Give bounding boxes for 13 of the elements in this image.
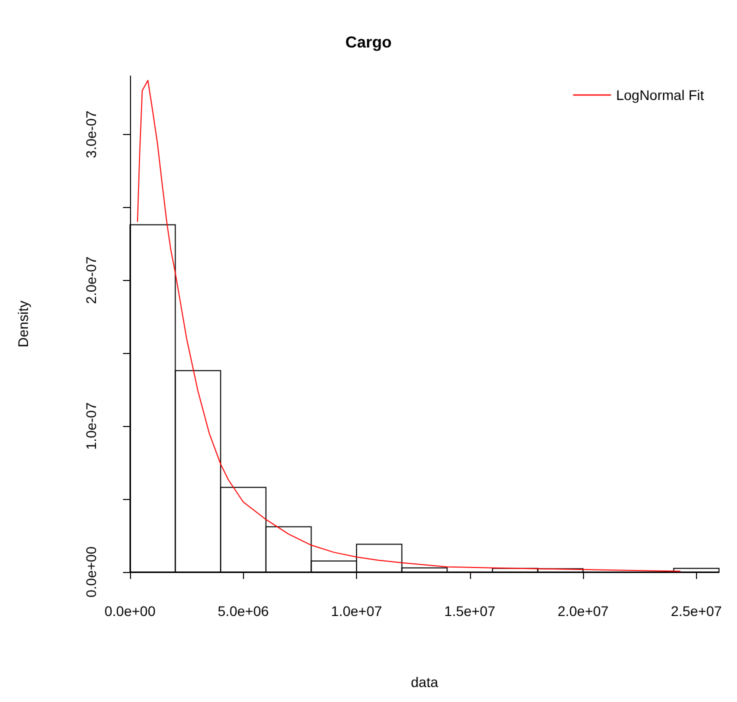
chart-title: Cargo — [345, 34, 392, 52]
y-axis-title: Density — [15, 300, 31, 348]
legend-label: LogNormal Fit — [616, 87, 704, 103]
x-tick-label: 2.5e+07 — [670, 603, 722, 619]
y-tick-label: 2.0e-07 — [83, 256, 99, 304]
x-tick-label: 5.0e+06 — [218, 603, 269, 619]
y-tick-label: 1.0e-07 — [83, 402, 99, 450]
x-tick-label: 2.0e+07 — [558, 603, 609, 619]
y-tick-label: 3.0e-07 — [83, 110, 99, 158]
x-tick-label: 1.5e+07 — [444, 603, 496, 619]
x-tick-label: 1.0e+07 — [331, 603, 382, 619]
x-axis-title: data — [410, 674, 438, 690]
x-tick-label: 0.0e+00 — [104, 603, 156, 619]
